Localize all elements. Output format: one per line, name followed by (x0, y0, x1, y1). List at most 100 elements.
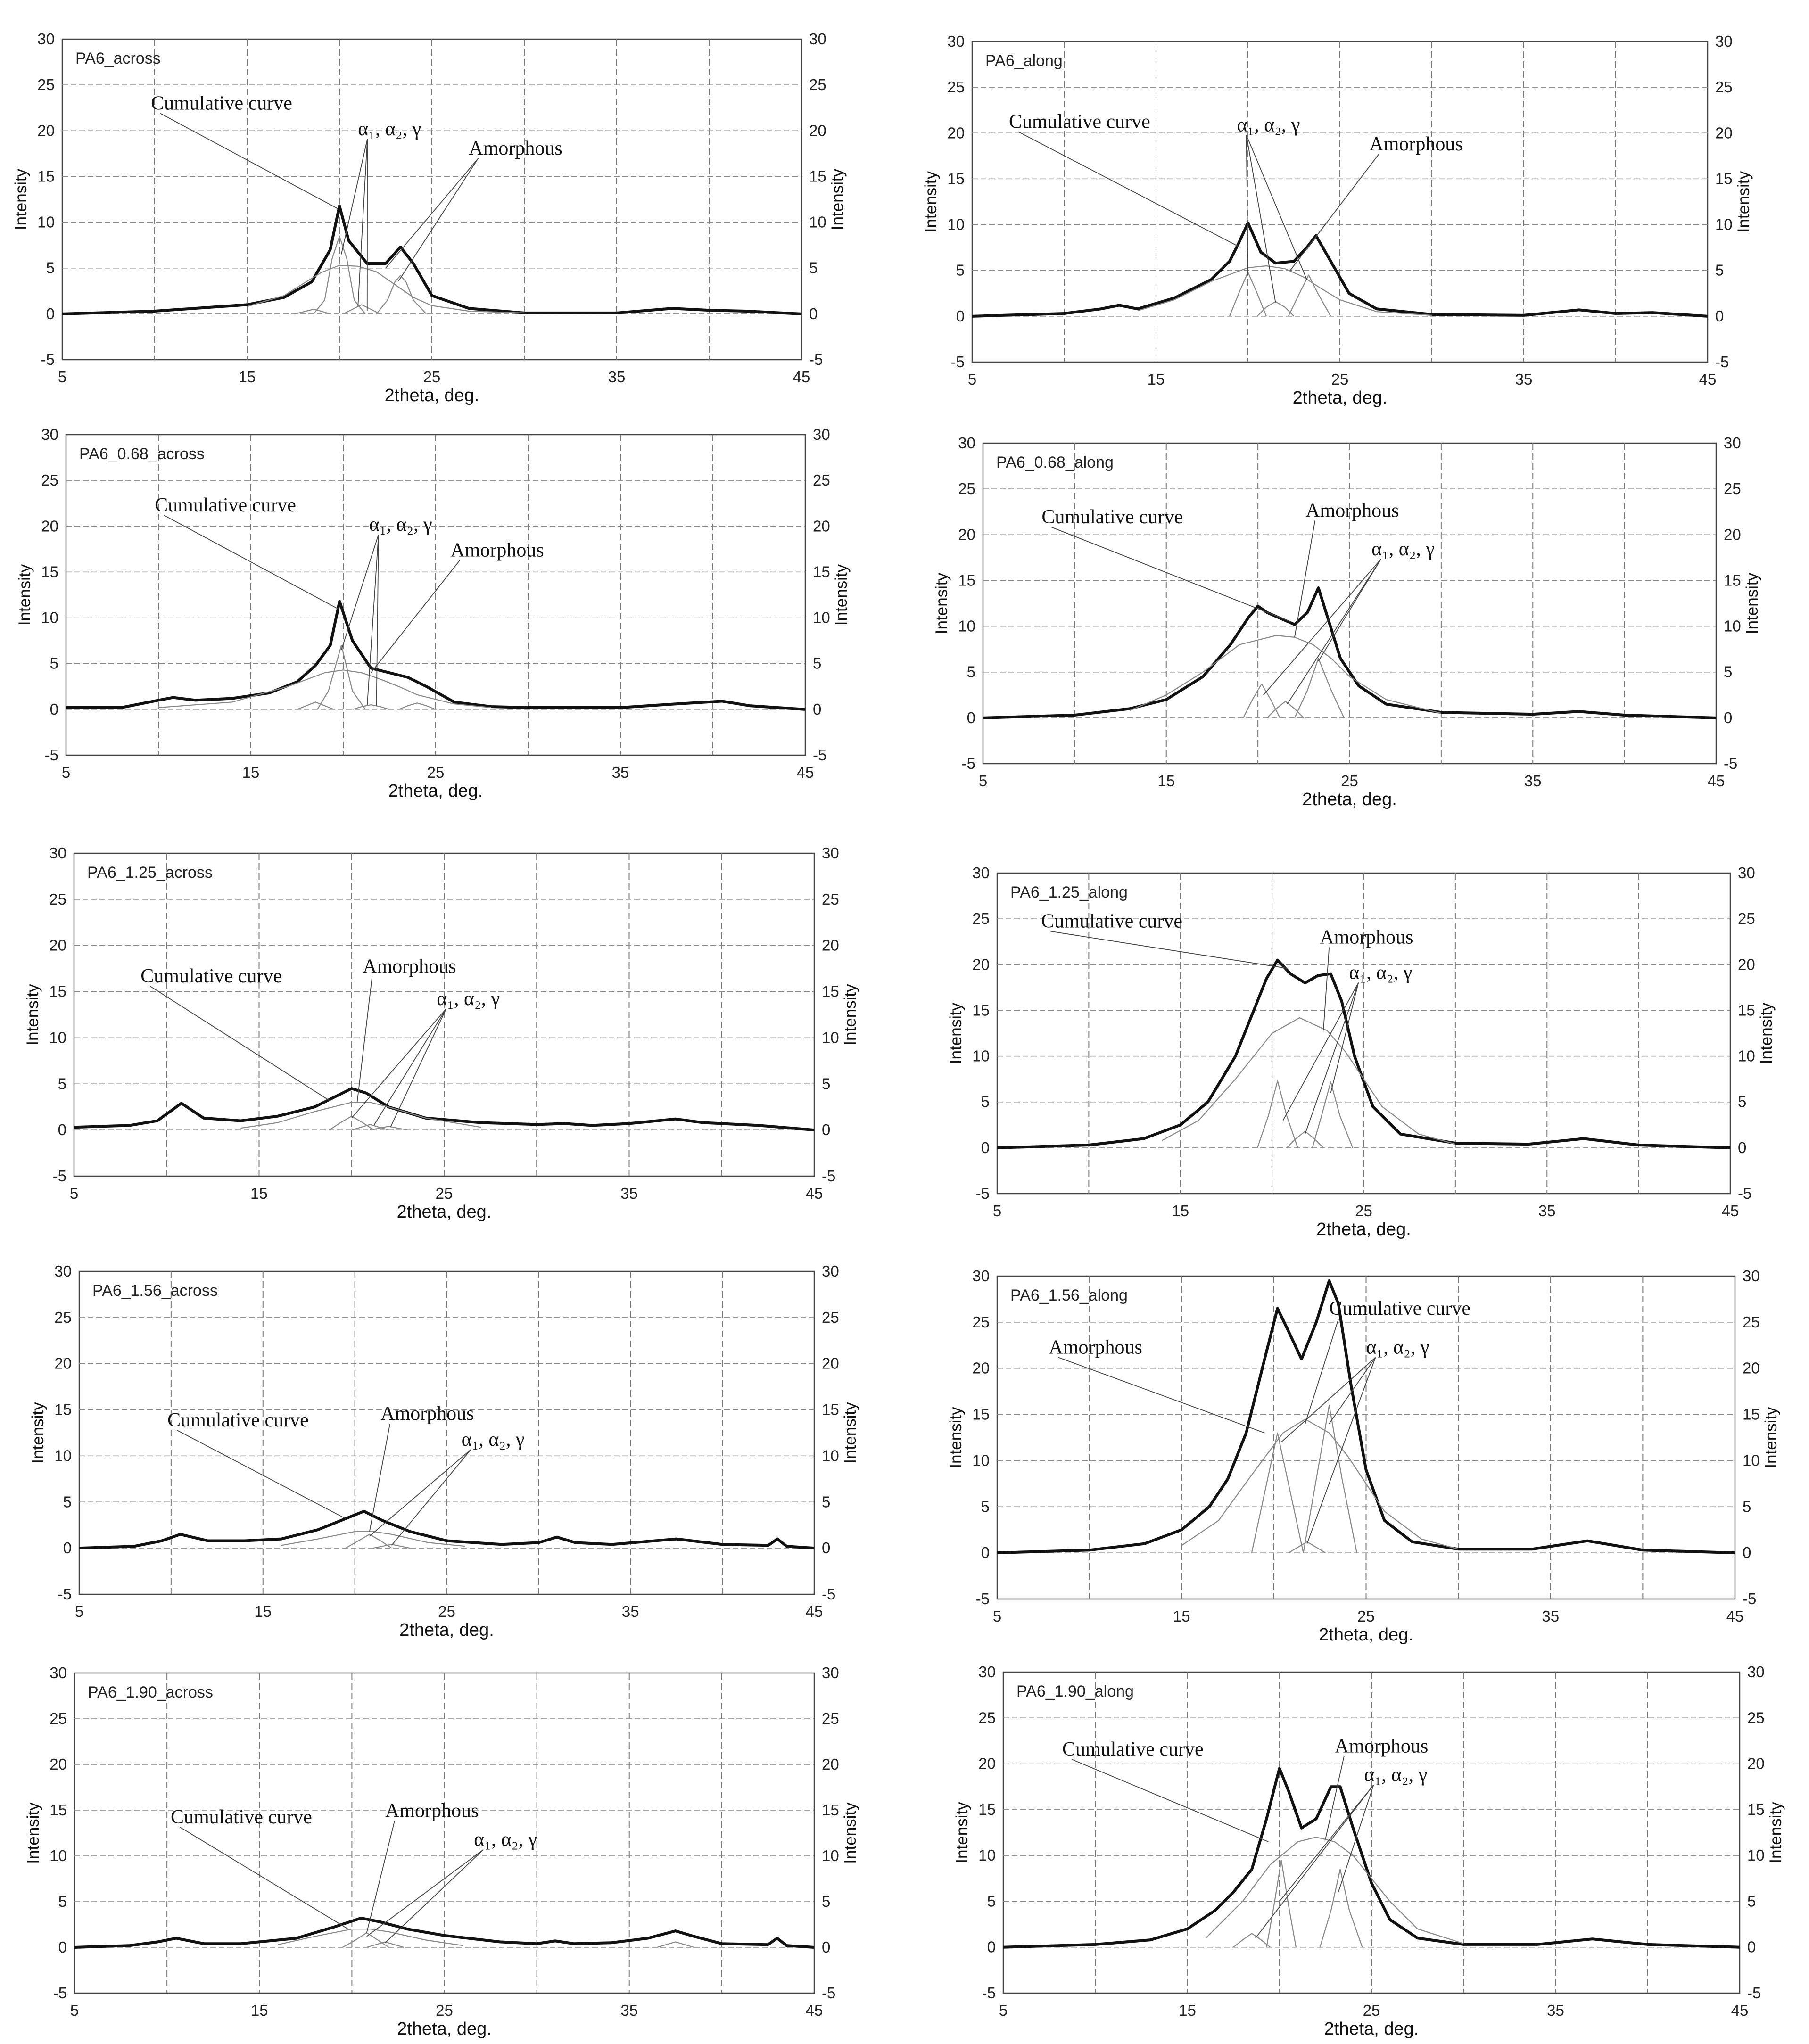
y-tick-label: 5 (46, 259, 55, 277)
annotation-label: Cumulative curve (171, 1806, 312, 1828)
series-component-peak (366, 1941, 404, 1948)
y-tick-label: 10 (41, 609, 58, 626)
x-tick-label: 35 (620, 2002, 638, 2019)
y2-tick-label: 0 (822, 1938, 830, 1956)
annotation-label: α₁, α₂, γ (437, 988, 500, 1010)
annotation-leader (371, 560, 461, 673)
x-tick-label: 15 (1157, 772, 1175, 790)
y2-tick-label: 30 (822, 844, 839, 862)
annotation-leader (1318, 559, 1381, 661)
y-axis-label: Intensity (24, 984, 42, 1046)
x-tick-label: 5 (968, 371, 976, 388)
y-tick-label: -5 (45, 746, 58, 764)
y-tick-label: -5 (951, 353, 965, 371)
y2-tick-label: 15 (1724, 571, 1741, 589)
annotation-leader (373, 1008, 447, 1126)
y-tick-label: 15 (41, 563, 58, 580)
y-tick-label: 25 (49, 890, 66, 908)
horizontal-grid (997, 1322, 1735, 1553)
annotation-leader (1018, 131, 1241, 248)
y2-tick-label: 10 (822, 1029, 839, 1046)
y-tick-label: 15 (947, 170, 965, 187)
y-tick-label: 25 (37, 76, 55, 93)
panel-title: PA6_1.90_along (1016, 1682, 1134, 1700)
series-component-peak (1288, 274, 1331, 317)
series-component-peak (297, 701, 334, 710)
y2-tick-label: 0 (822, 1539, 830, 1557)
horizontal-grid (62, 84, 801, 314)
y-tick-label: -5 (53, 1984, 67, 2002)
y-tick-label: 25 (947, 78, 965, 96)
annotation-label: Amorphous (385, 1800, 479, 1822)
series-component-peak (1233, 1933, 1271, 1948)
series-component-peak (1243, 683, 1280, 718)
series-cumulative-curve (1003, 1767, 1740, 1949)
x-tick-label: 45 (806, 2002, 823, 2019)
y-tick-label: 15 (49, 983, 66, 1000)
x-tick-label: 45 (1708, 772, 1725, 790)
y2-tick-label: 15 (822, 1801, 839, 1819)
vertical-grid (154, 39, 710, 360)
x-tick-label: 15 (1148, 371, 1165, 388)
x-tick-label: 35 (1547, 2002, 1564, 2019)
annotation-leader (385, 158, 479, 269)
y2-tick-label: 5 (813, 655, 821, 672)
x-tick-label: 45 (1726, 1607, 1744, 1625)
vertical-grid (158, 435, 713, 755)
y2-tick-label: 20 (809, 122, 826, 139)
horizontal-grid (79, 1317, 814, 1549)
annotation-leader (1305, 1318, 1339, 1424)
series-component-peak (1286, 1130, 1324, 1148)
x-tick-label: 45 (1699, 371, 1717, 388)
series-component-peak (345, 1533, 392, 1549)
x-tick-label: 25 (1355, 1202, 1372, 1220)
y-tick-label: 20 (41, 517, 58, 535)
annotation-label: Cumulative curve (1041, 911, 1182, 932)
x-tick-label: 15 (1179, 2002, 1196, 2019)
x-axis-label: 2theta, deg. (399, 1620, 494, 1640)
series-component-peak (376, 275, 427, 314)
annotation-leader (1050, 931, 1287, 969)
y-tick-label: 30 (54, 1262, 72, 1280)
y-axis-label: Intensity (947, 1407, 965, 1468)
y2-tick-label: 20 (1738, 956, 1755, 973)
series-component-peak (1256, 1080, 1298, 1148)
y-tick-label: 30 (49, 844, 66, 862)
y2-tick-label: 0 (809, 305, 818, 322)
y-tick-label: 10 (49, 1029, 66, 1046)
y-tick-label: 15 (978, 1801, 996, 1818)
y2-tick-label: 30 (1738, 864, 1755, 882)
y2-tick-label: 15 (813, 563, 830, 580)
x-axis-label: 2theta, deg. (1316, 1220, 1411, 1239)
y-tick-label: 20 (972, 956, 990, 973)
series-component-peak (370, 1126, 407, 1131)
horizontal-grid (1003, 1717, 1740, 1948)
annotation-leader (164, 515, 338, 609)
annotation-label: Amorphous (1369, 133, 1462, 155)
y-tick-label: 15 (54, 1401, 72, 1418)
y2-tick-label: 20 (1747, 1755, 1765, 1772)
y2-axis-label: Intensity (841, 984, 859, 1046)
y-axis-label: Intensity (24, 1802, 42, 1864)
series-cumulative-curve (66, 600, 806, 711)
series-component-peak (398, 702, 436, 710)
annotation-label: Cumulative curve (1062, 1739, 1204, 1760)
x-tick-label: 15 (254, 1603, 272, 1620)
y2-tick-label: 5 (1738, 1093, 1746, 1111)
y2-axis-label: Intensity (1757, 1002, 1776, 1064)
annotation-leader (341, 139, 368, 255)
y2-tick-label: 15 (809, 167, 826, 185)
annotation-leader (366, 1849, 484, 1937)
y2-tick-label: 25 (822, 1710, 839, 1727)
annotation-leader (149, 986, 330, 1101)
series-component-peak (351, 1124, 389, 1131)
y2-tick-label: -5 (1747, 1984, 1761, 2002)
x-tick-label: 35 (620, 1185, 638, 1202)
x-tick-label: 35 (622, 1603, 639, 1620)
y-tick-label: 5 (956, 262, 965, 279)
annotation-leader (341, 534, 379, 650)
y-tick-label: 10 (37, 214, 55, 231)
y2-tick-label: -5 (1715, 353, 1729, 371)
